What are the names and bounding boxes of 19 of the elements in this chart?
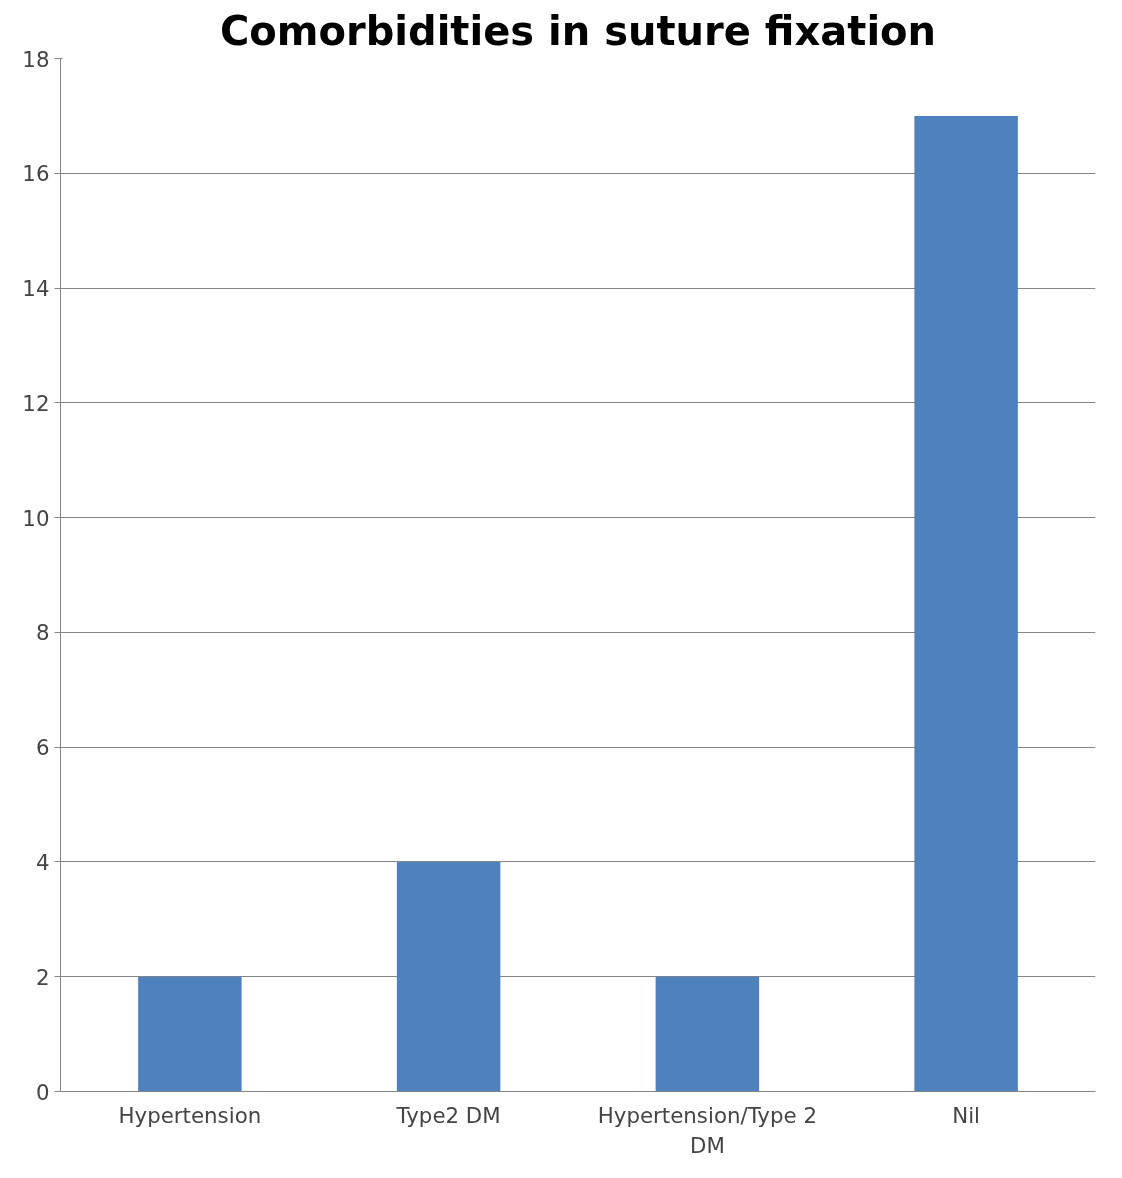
bar	[914, 115, 1018, 1092]
chart-title: Comorbidities in suture fixation	[219, 7, 937, 54]
bar	[396, 861, 501, 1092]
x-tick-label: Hypertension/Type 2 DM	[597, 1102, 817, 1158]
y-tick-label: 6	[35, 735, 50, 761]
y-tick-label: 2	[35, 964, 50, 990]
x-tick-label: Nil	[952, 1102, 981, 1128]
bar	[138, 976, 242, 1092]
y-tick-label: 4	[35, 849, 50, 875]
x-tick-label: Type2 DM	[395, 1102, 501, 1128]
x-tick-label: Hypertension	[118, 1102, 262, 1128]
y-tick-label: 14	[22, 276, 50, 302]
y-tick-label: 18	[22, 46, 50, 72]
bar	[655, 976, 760, 1092]
y-tick-label: 10	[22, 505, 50, 531]
y-tick-label: 8	[35, 620, 50, 646]
y-tick-label: 12	[22, 390, 50, 416]
y-tick-label: 0	[35, 1079, 50, 1105]
y-tick-label: 16	[22, 161, 50, 187]
